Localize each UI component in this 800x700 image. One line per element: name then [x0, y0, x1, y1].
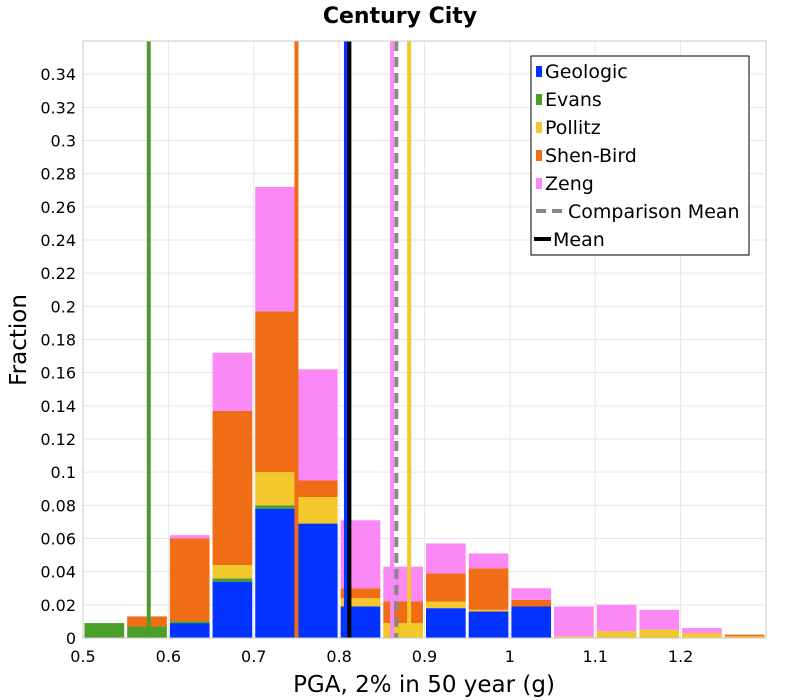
x-tick-label: 0.9 — [412, 647, 437, 666]
legend: Geologic Evans Pollitz Shen-Bird Zeng Compari… — [530, 55, 750, 256]
bar-shen-bird — [212, 410, 253, 566]
y-tick-label: 0.32 — [40, 98, 76, 117]
bar-zeng — [255, 186, 295, 312]
bar-pollitz — [297, 497, 338, 524]
bar-pollitz — [255, 472, 295, 506]
y-tick-label: 0.06 — [40, 530, 76, 549]
bar-zeng — [554, 606, 594, 637]
bar-geologic — [297, 523, 338, 638]
bar-evans — [212, 578, 253, 582]
bar-evans — [255, 505, 295, 509]
bar-shen-bird — [255, 311, 295, 473]
bar-evans — [169, 621, 210, 624]
legend-box — [530, 55, 750, 256]
bar-geologic — [468, 611, 509, 638]
y-tick-label: 0.12 — [40, 430, 76, 449]
legend-label: Shen-Bird — [545, 145, 637, 167]
x-tick-label: 0.8 — [326, 647, 351, 666]
bar-pollitz — [426, 601, 466, 609]
y-tick-label: 0.1 — [51, 463, 76, 482]
x-tick-label: 1.2 — [668, 647, 693, 666]
bar-shen-bird — [468, 568, 509, 610]
y-tick-label: 0.3 — [51, 132, 76, 151]
bar-zeng — [511, 588, 552, 600]
bar-shen-bird — [426, 573, 466, 602]
legend-swatch — [536, 122, 542, 133]
bar-zeng — [297, 369, 338, 481]
bar-geologic — [511, 606, 552, 638]
y-tick-label: 0.04 — [40, 563, 76, 582]
y-tick-label: 0.16 — [40, 364, 76, 383]
y-tick-label: 0.14 — [40, 397, 76, 416]
y-tick-label: 0.18 — [40, 331, 76, 350]
bar-zeng — [383, 566, 423, 602]
bar-pollitz — [383, 623, 423, 638]
bar-zeng — [426, 543, 466, 574]
bar-zeng — [169, 535, 210, 539]
bar-geologic — [169, 623, 210, 638]
x-axis-label: PGA, 2% in 50 year (g) — [293, 672, 555, 698]
legend-label: Pollitz — [545, 117, 601, 139]
bar-zeng — [212, 352, 253, 411]
chart-title: Century City — [323, 4, 477, 29]
legend-label: Comparison Mean — [568, 201, 740, 223]
x-tick-label: 0.5 — [70, 647, 95, 666]
legend-swatch — [536, 66, 542, 77]
y-tick-label: 0.2 — [51, 297, 76, 316]
bar-shen-bird — [383, 601, 423, 624]
x-tick-label: 1.1 — [583, 647, 608, 666]
mean-lines — [146, 41, 412, 638]
bar-pollitz — [554, 636, 594, 638]
y-tick-label: 0.08 — [40, 496, 76, 515]
y-tick-label: 0.28 — [40, 165, 76, 184]
bar-zeng — [639, 609, 680, 630]
y-tick-label: 0.22 — [40, 264, 76, 283]
bar-pollitz — [639, 629, 680, 638]
bar-shen-bird — [340, 588, 381, 599]
bar-pollitz — [212, 565, 253, 579]
y-tick-label: 0 — [66, 629, 76, 648]
bar-geologic — [255, 508, 295, 638]
y-tick-label: 0.26 — [40, 198, 76, 217]
y-tick-label: 0.02 — [40, 596, 76, 615]
legend-label: Geologic — [545, 61, 628, 83]
x-tick-label: 0.6 — [156, 647, 181, 666]
bar-pollitz — [340, 598, 381, 607]
bar-geologic — [426, 608, 466, 638]
bar-pollitz — [682, 633, 722, 638]
bar-geologic — [212, 581, 253, 638]
bar-zeng — [468, 553, 509, 569]
legend-label: Zeng — [545, 173, 594, 195]
x-tick-label: 1 — [505, 647, 515, 666]
bar-zeng — [682, 628, 722, 634]
y-axis-ticks: 0 0.02 0.04 0.06 0.08 0.1 0.12 0.14 0.16 0.18 0.2 0… — [40, 65, 76, 648]
bar-shen-bird — [169, 538, 210, 622]
x-tick-label: 0.7 — [241, 647, 266, 666]
bar-evans — [84, 623, 125, 638]
legend-swatch — [536, 150, 542, 161]
bar-pollitz — [724, 636, 765, 638]
bar-zeng — [596, 604, 637, 632]
y-axis-label: Fraction — [6, 294, 32, 386]
legend-swatch — [536, 94, 542, 105]
bar-pollitz — [596, 631, 637, 638]
x-axis-ticks: 0.5 0.6 0.7 0.8 0.9 1 1.1 1.2 — [70, 647, 693, 666]
y-tick-label: 0.34 — [40, 65, 76, 84]
bar-shen-bird — [724, 634, 765, 637]
bar-shen-bird — [297, 480, 338, 498]
y-tick-label: 0.24 — [40, 231, 76, 250]
bar-shen-bird — [511, 599, 552, 607]
plot-frame — [82, 40, 767, 639]
bar-pollitz — [468, 609, 509, 612]
legend-label: Evans — [545, 89, 602, 111]
legend-swatch — [536, 178, 542, 189]
legend-label: Mean — [553, 229, 605, 251]
